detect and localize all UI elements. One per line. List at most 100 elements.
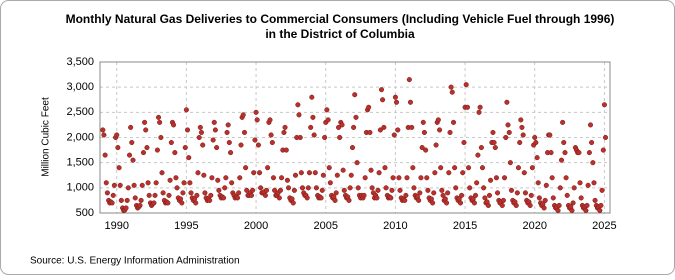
point bbox=[450, 119, 457, 125]
point bbox=[514, 190, 520, 196]
point bbox=[263, 187, 270, 193]
point bbox=[340, 167, 346, 173]
point bbox=[252, 137, 258, 143]
point bbox=[463, 82, 469, 88]
point bbox=[349, 145, 356, 151]
point bbox=[144, 145, 150, 151]
point bbox=[397, 187, 403, 193]
point bbox=[476, 109, 482, 115]
point bbox=[475, 152, 481, 158]
point bbox=[464, 104, 471, 110]
point bbox=[536, 195, 542, 201]
point bbox=[555, 207, 561, 214]
point bbox=[277, 187, 284, 193]
point bbox=[477, 104, 483, 110]
point bbox=[571, 185, 577, 191]
point bbox=[129, 139, 135, 146]
point bbox=[197, 124, 203, 130]
point bbox=[318, 195, 324, 201]
point bbox=[327, 180, 333, 186]
point bbox=[508, 187, 515, 193]
point bbox=[599, 187, 605, 193]
point bbox=[159, 170, 165, 176]
point bbox=[542, 197, 548, 203]
point bbox=[282, 124, 288, 130]
x-tick-label: 2025 bbox=[592, 220, 616, 232]
point bbox=[283, 147, 289, 153]
point bbox=[601, 102, 607, 108]
point bbox=[167, 177, 173, 183]
x-tick-label: 2010 bbox=[383, 220, 407, 232]
point bbox=[240, 112, 246, 118]
point bbox=[210, 137, 216, 143]
point bbox=[215, 177, 221, 183]
point bbox=[310, 114, 316, 120]
point bbox=[309, 94, 315, 100]
point bbox=[126, 152, 133, 158]
point bbox=[432, 170, 438, 176]
point bbox=[411, 185, 417, 191]
point bbox=[279, 175, 285, 181]
point bbox=[173, 175, 179, 181]
point bbox=[251, 170, 257, 176]
x-tick-label: 2020 bbox=[523, 220, 547, 232]
point bbox=[200, 142, 206, 148]
point bbox=[130, 157, 136, 163]
point bbox=[381, 124, 387, 130]
point bbox=[265, 165, 271, 171]
point bbox=[396, 175, 402, 181]
point bbox=[586, 150, 592, 156]
point bbox=[452, 165, 458, 171]
point bbox=[395, 127, 401, 133]
point bbox=[313, 185, 319, 191]
point bbox=[281, 129, 287, 136]
point bbox=[368, 167, 374, 173]
point bbox=[101, 132, 107, 138]
point bbox=[439, 187, 445, 193]
point bbox=[587, 122, 594, 128]
y-tick-label: 1,500 bbox=[66, 157, 94, 169]
point bbox=[299, 185, 306, 191]
point bbox=[223, 175, 229, 181]
point bbox=[474, 180, 480, 186]
point bbox=[128, 124, 134, 130]
point bbox=[448, 84, 454, 90]
point bbox=[534, 155, 540, 161]
point bbox=[143, 127, 149, 133]
point bbox=[561, 139, 567, 146]
point bbox=[222, 185, 228, 191]
point bbox=[447, 129, 453, 136]
point bbox=[225, 122, 231, 128]
point bbox=[421, 129, 427, 136]
point bbox=[308, 124, 314, 130]
point bbox=[407, 99, 414, 105]
point bbox=[501, 175, 508, 181]
point bbox=[179, 200, 185, 206]
point bbox=[505, 122, 511, 128]
point bbox=[319, 187, 325, 193]
point bbox=[521, 170, 527, 176]
point bbox=[353, 114, 359, 120]
point bbox=[367, 129, 373, 136]
point bbox=[494, 190, 501, 196]
point bbox=[132, 195, 138, 201]
point bbox=[406, 77, 412, 83]
point bbox=[166, 192, 172, 198]
point bbox=[366, 104, 372, 110]
point bbox=[446, 170, 452, 176]
point bbox=[562, 150, 568, 156]
point bbox=[267, 117, 273, 123]
point bbox=[445, 190, 451, 196]
point bbox=[193, 200, 199, 206]
point bbox=[322, 134, 328, 141]
point bbox=[216, 187, 222, 193]
point bbox=[435, 117, 441, 123]
point bbox=[355, 185, 361, 191]
point bbox=[151, 200, 157, 206]
point bbox=[471, 200, 477, 206]
point bbox=[550, 195, 556, 201]
point bbox=[449, 89, 455, 95]
point bbox=[532, 134, 538, 141]
point bbox=[103, 180, 109, 186]
point bbox=[490, 129, 496, 136]
